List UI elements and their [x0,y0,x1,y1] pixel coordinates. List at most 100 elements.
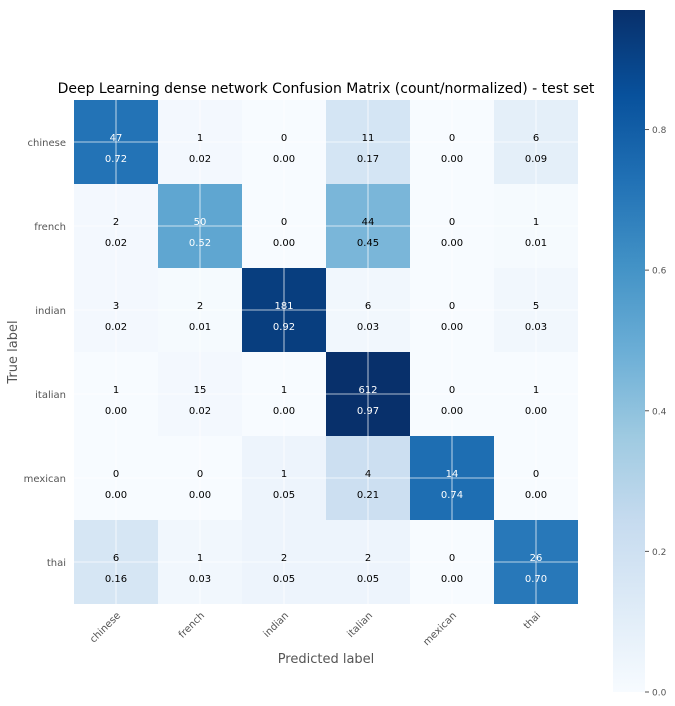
cell-normalized-label: 0.74 [441,490,463,501]
cell-normalized-label: 0.00 [441,406,463,417]
cell-normalized-label: 0.01 [189,322,211,333]
cell-count-label: 2 [281,553,287,564]
cell-count-label: 0 [281,217,287,228]
cell-count-label: 6 [365,301,371,312]
cell-normalized-label: 0.70 [525,574,547,585]
colorbar-ticks: 0.0 0.2 0.4 0.6 0.8 [645,126,667,699]
cell-count-label: 0 [449,133,455,144]
y-tick-label: indian [35,306,66,317]
cell-normalized-label: 0.00 [441,154,463,165]
cell-count-label: 0 [281,133,287,144]
cell-count-label: 1 [533,217,539,228]
colorbar-tick-label: 0.6 [652,267,667,277]
y-tick-label: thai [47,558,66,569]
cell-count-label: 612 [358,385,377,396]
cell-labels: 470.7210.0200.00110.1700.0060.0920.02500… [105,133,547,585]
heatmap-cells [74,100,578,604]
cell-normalized-label: 0.00 [273,406,295,417]
cell-count-label: 44 [362,217,375,228]
cell-normalized-label: 0.00 [441,322,463,333]
cell-normalized-label: 0.00 [189,490,211,501]
colorbar-tick-label: 0.0 [652,689,667,699]
cell-count-label: 0 [449,217,455,228]
cell-normalized-label: 0.52 [189,238,211,249]
cell-count-label: 1 [197,133,203,144]
colorbar-tick-label: 0.2 [652,548,666,558]
x-tick-label: mexican [421,610,459,648]
cell-count-label: 14 [446,469,459,480]
cell-count-label: 181 [274,301,293,312]
cell-count-label: 11 [362,133,375,144]
cell-count-label: 2 [365,553,371,564]
cell-count-label: 47 [110,133,123,144]
cell-normalized-label: 0.00 [441,574,463,585]
cell-count-label: 6 [113,553,119,564]
cell-normalized-label: 0.09 [525,154,547,165]
cell-count-label: 4 [365,469,371,480]
x-tick-label: chinese [88,610,123,645]
cell-normalized-label: 0.16 [105,574,127,585]
cell-normalized-label: 0.00 [525,406,547,417]
cell-count-label: 2 [197,301,203,312]
colorbar-gradient [613,10,645,692]
gridlines [74,100,578,604]
cell-normalized-label: 0.02 [189,154,211,165]
cell-normalized-label: 0.00 [105,406,127,417]
cell-normalized-label: 0.02 [105,238,127,249]
cell-count-label: 50 [194,217,207,228]
y-tick-label: french [34,222,66,233]
cell-normalized-label: 0.00 [273,154,295,165]
cell-count-label: 1 [281,469,287,480]
x-tick-labels: chinese french indian italian mexican thai [88,610,543,648]
cell-count-label: 1 [113,385,119,396]
cell-count-label: 0 [197,469,203,480]
y-axis-label: True label [6,320,21,384]
cell-normalized-label: 0.00 [441,238,463,249]
cell-normalized-label: 0.00 [525,490,547,501]
cell-normalized-label: 0.05 [273,574,295,585]
cell-normalized-label: 0.45 [357,238,379,249]
cell-normalized-label: 0.05 [273,490,295,501]
colorbar-tick-label: 0.4 [652,407,667,417]
cell-count-label: 6 [533,133,539,144]
cell-count-label: 0 [449,553,455,564]
cell-count-label: 0 [449,385,455,396]
cell-normalized-label: 0.02 [105,322,127,333]
cell-count-label: 2 [113,217,119,228]
cell-count-label: 1 [281,385,287,396]
cell-normalized-label: 0.92 [273,322,295,333]
cell-normalized-label: 0.21 [357,490,379,501]
y-tick-label: mexican [24,474,66,485]
cell-count-label: 5 [533,301,539,312]
cell-normalized-label: 0.17 [357,154,379,165]
cell-normalized-label: 0.03 [525,322,547,333]
y-tick-label: chinese [28,138,66,149]
cell-normalized-label: 0.00 [273,238,295,249]
cell-count-label: 3 [113,301,119,312]
cell-normalized-label: 0.01 [525,238,547,249]
cell-count-label: 26 [530,553,543,564]
cell-count-label: 0 [113,469,119,480]
chart-title: Deep Learning dense network Confusion Ma… [58,81,595,97]
cell-normalized-label: 0.00 [105,490,127,501]
cell-normalized-label: 0.02 [189,406,211,417]
cell-normalized-label: 0.03 [189,574,211,585]
cell-count-label: 1 [533,385,539,396]
cell-count-label: 1 [197,553,203,564]
x-tick-label: french [177,610,207,640]
cell-normalized-label: 0.72 [105,154,127,165]
cell-count-label: 15 [194,385,207,396]
cell-count-label: 0 [533,469,539,480]
x-tick-label: indian [262,610,291,639]
cell-normalized-label: 0.97 [357,406,379,417]
cell-count-label: 0 [449,301,455,312]
colorbar-tick-label: 0.8 [652,126,667,136]
colorbar: 0.0 0.2 0.4 0.6 0.8 [613,10,667,699]
x-axis-label: Predicted label [278,652,375,667]
y-tick-labels: chinese french indian italian mexican thai [24,138,66,569]
x-tick-label: italian [346,610,376,640]
cell-normalized-label: 0.03 [357,322,379,333]
cell-normalized-label: 0.05 [357,574,379,585]
y-tick-label: italian [35,390,66,401]
